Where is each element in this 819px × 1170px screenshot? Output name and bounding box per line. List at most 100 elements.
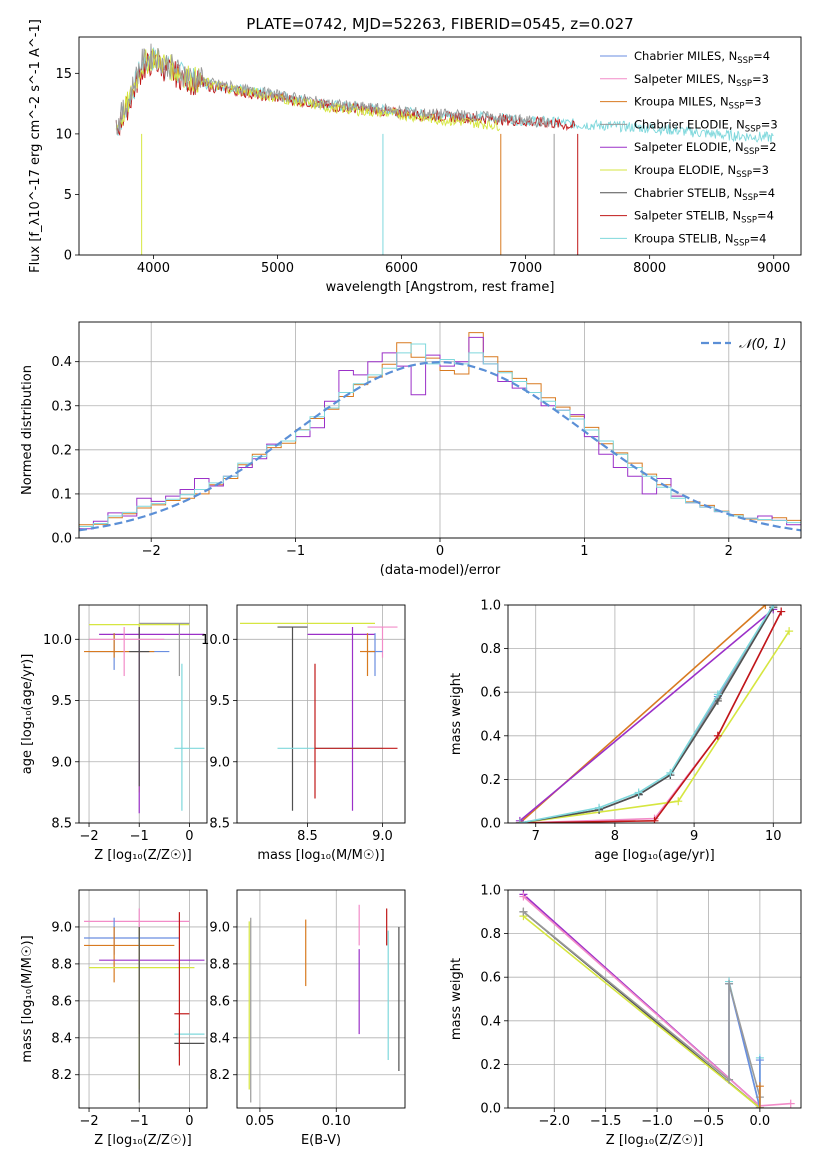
y-tick-label: 9.0 bbox=[209, 920, 230, 935]
y-tick-label: 0.4 bbox=[480, 1014, 501, 1029]
weight-marker bbox=[725, 1075, 734, 1084]
x-tick-label: 2 bbox=[725, 544, 733, 559]
x-tick-label: 8.5 bbox=[297, 829, 318, 844]
y-tick-label: 8.4 bbox=[209, 1031, 230, 1046]
y-axis-label: Normed distribution bbox=[20, 365, 35, 495]
y-tick-label: 8.2 bbox=[209, 1068, 230, 1083]
legend-suffix: =4 bbox=[753, 49, 770, 63]
y-tick-label: 8.4 bbox=[51, 1031, 72, 1046]
weight-marker bbox=[769, 605, 778, 609]
y-tick-label: 0.2 bbox=[480, 1058, 501, 1073]
y-tick-label: 0.8 bbox=[480, 642, 501, 657]
x-tick-label: −1 bbox=[286, 544, 305, 559]
y-tick-label: 0.6 bbox=[480, 971, 501, 986]
y-tick-label: 1.0 bbox=[480, 884, 501, 899]
spectrum-series bbox=[115, 48, 501, 132]
errorbar-group bbox=[84, 622, 205, 814]
y-tick-label: 10 bbox=[55, 127, 72, 142]
x-tick-label: 7 bbox=[532, 829, 540, 844]
y-tick-label: 0.6 bbox=[480, 686, 501, 701]
weight-marker bbox=[777, 607, 786, 616]
x-tick-label: −2.0 bbox=[538, 1114, 570, 1129]
legend-entry: Salpeter MILES, NSSP=3 bbox=[634, 72, 769, 89]
legend-suffix: =3 bbox=[752, 163, 769, 177]
legend-entry: Kroupa ELODIE, NSSP=3 bbox=[634, 163, 769, 180]
weight-lines bbox=[515, 605, 794, 823]
plot-frame bbox=[236, 604, 406, 824]
y-tick-label: 0.1 bbox=[51, 487, 72, 502]
weight-marker bbox=[761, 605, 770, 609]
chart-panel-3: 8.5 9.0 8.5 9.0 9.5 10.0 mass [log₁₀(M/M☉)] bbox=[201, 604, 406, 863]
x-tick-label: −2 bbox=[142, 544, 161, 559]
weight-marker bbox=[725, 979, 734, 988]
plot-frame bbox=[78, 321, 802, 539]
x-tick-label: 9.0 bbox=[372, 829, 393, 844]
legend-label: Salpeter MILES, N bbox=[634, 72, 736, 86]
y-axis-label: mass weight bbox=[449, 958, 464, 1040]
weight-marker bbox=[713, 731, 722, 740]
weight-marker bbox=[519, 907, 528, 916]
y-tick-label: 10.0 bbox=[201, 633, 230, 648]
weight-series bbox=[522, 911, 761, 1098]
legend-entry: Chabrier STELIB, NSSP=4 bbox=[634, 186, 775, 203]
y-tick-label: 8.2 bbox=[51, 1068, 72, 1083]
chart-panel-0: 4000 5000 6000 7000 8000 9000 0 5 10 15 wavelength… bbox=[28, 15, 802, 295]
weight-series bbox=[519, 606, 774, 823]
x-tick-label: 0.05 bbox=[245, 1114, 274, 1129]
y-tick-label: 8.8 bbox=[51, 957, 72, 972]
weight-marker bbox=[650, 816, 659, 823]
x-tick-label: 8000 bbox=[633, 261, 666, 276]
weight-series bbox=[519, 605, 774, 823]
legend-entry: Salpeter STELIB, NSSP=4 bbox=[634, 209, 774, 226]
weight-marker bbox=[786, 1099, 795, 1108]
legend-entry: Chabrier MILES, NSSP=4 bbox=[634, 49, 770, 66]
y-tick-label: 0.2 bbox=[51, 443, 72, 458]
weight-series bbox=[519, 608, 774, 822]
weight-series bbox=[522, 915, 761, 1108]
legend-suffix: =4 bbox=[758, 186, 775, 200]
legend-suffix: =2 bbox=[760, 140, 777, 154]
x-tick-label: 4000 bbox=[137, 261, 170, 276]
legend-entry: Salpeter ELODIE, NSSP=2 bbox=[634, 140, 777, 157]
weight-marker bbox=[755, 1056, 764, 1065]
y-tick-label: 8.8 bbox=[209, 957, 230, 972]
x-axis-label: (data-model)/error bbox=[380, 563, 501, 578]
legend-subscript: SSP bbox=[745, 124, 761, 134]
y-tick-label: 0.8 bbox=[480, 927, 501, 942]
legend-suffix: =4 bbox=[757, 209, 774, 223]
plot-frame bbox=[507, 889, 802, 1109]
y-tick-label: 9.5 bbox=[51, 694, 72, 709]
chart-panel-4: 7 8 9 10 0.0 0.2 0.4 0.6 0.8 1.0 age [log₁₀(age/yr… bbox=[449, 599, 802, 863]
x-axis-label: Z [log₁₀(Z/Z☉)] bbox=[94, 1133, 191, 1148]
weight-series bbox=[519, 630, 790, 823]
x-tick-label: −2 bbox=[79, 1114, 98, 1129]
legend-label: Kroupa STELIB, N bbox=[634, 231, 734, 245]
legend-suffix: =3 bbox=[761, 117, 778, 131]
plot-frame bbox=[78, 36, 802, 256]
weight-series bbox=[519, 611, 782, 823]
weight-marker bbox=[666, 768, 675, 777]
legend-entry: 𝒩(0, 1) bbox=[739, 337, 786, 352]
y-tick-label: 8.5 bbox=[51, 817, 72, 832]
legend-subscript: SSP bbox=[741, 216, 757, 226]
errorbar-group bbox=[84, 908, 205, 1103]
chart-panel-2: −2 −1 0 8.5 9.0 9.5 10.0 Z [log₁₀(Z/Z☉)] age [lo… bbox=[20, 604, 208, 863]
y-tick-label: 0.0 bbox=[480, 817, 501, 832]
x-tick-label: −1 bbox=[130, 829, 149, 844]
weight-marker bbox=[519, 892, 528, 901]
legend-subscript: SSP bbox=[742, 193, 758, 203]
chart-panel-7: −2.0 −1.5 −1.0 −0.5 0.0 0.0 0.2 0.4 0.6 0.8 1.0 Z [… bbox=[449, 884, 802, 1148]
legend-suffix: =3 bbox=[752, 72, 769, 86]
x-axis-label: E(B-V) bbox=[301, 1133, 341, 1148]
plot-frame bbox=[78, 604, 208, 824]
x-tick-label: 9000 bbox=[757, 261, 790, 276]
chart-panel-6: 0.05 0.10 8.2 8.4 8.6 8.8 9.0 E(B-V) bbox=[209, 889, 406, 1148]
plot-frame bbox=[507, 604, 802, 824]
chart-panel-5: −2 −1 0 8.2 8.4 8.6 8.8 9.0 Z [log₁₀(Z/Z☉)] mass … bbox=[20, 889, 208, 1148]
legend-suffix: =4 bbox=[749, 231, 766, 245]
errorbar-group bbox=[240, 622, 398, 811]
x-axis-label: Z [log₁₀(Z/Z☉)] bbox=[94, 848, 191, 863]
legend-subscript: SSP bbox=[734, 238, 750, 248]
weight-marker bbox=[515, 819, 524, 823]
